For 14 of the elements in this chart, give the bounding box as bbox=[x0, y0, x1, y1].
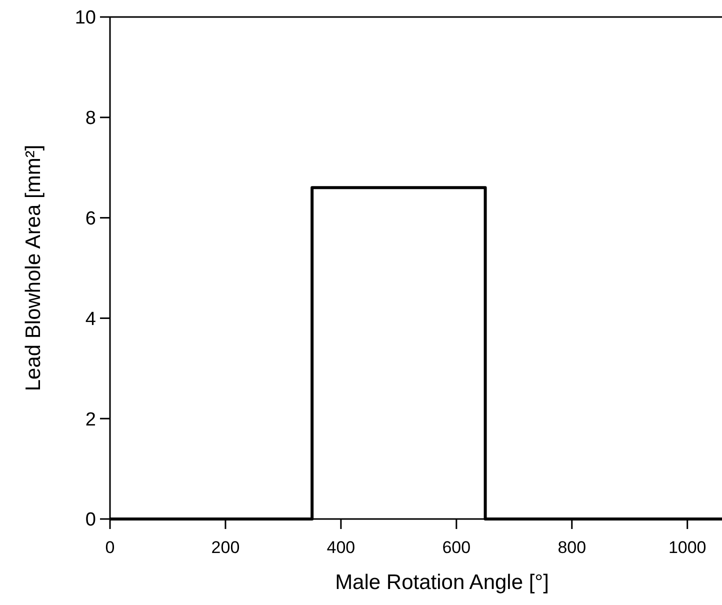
x-tick-label: 1000 bbox=[668, 538, 706, 557]
x-tick-label: 800 bbox=[558, 538, 586, 557]
y-axis-title: Lead Blowhole Area [mm²] bbox=[22, 144, 45, 392]
y-tick-label: 10 bbox=[74, 8, 96, 29]
x-tick-label: 400 bbox=[326, 538, 356, 557]
x-tick-label: 600 bbox=[442, 538, 471, 557]
y-tick-label: 6 bbox=[85, 208, 96, 230]
x-tick-label: 200 bbox=[211, 538, 240, 557]
x-tick-label: 0 bbox=[105, 538, 115, 557]
y-tick-label: 4 bbox=[85, 308, 96, 330]
y-tick-label: 8 bbox=[85, 108, 96, 130]
y-tick-label: 2 bbox=[85, 409, 96, 430]
y-tick-label: 0 bbox=[85, 510, 96, 531]
x-axis-title: Male Rotation Angle [°] bbox=[335, 571, 549, 594]
